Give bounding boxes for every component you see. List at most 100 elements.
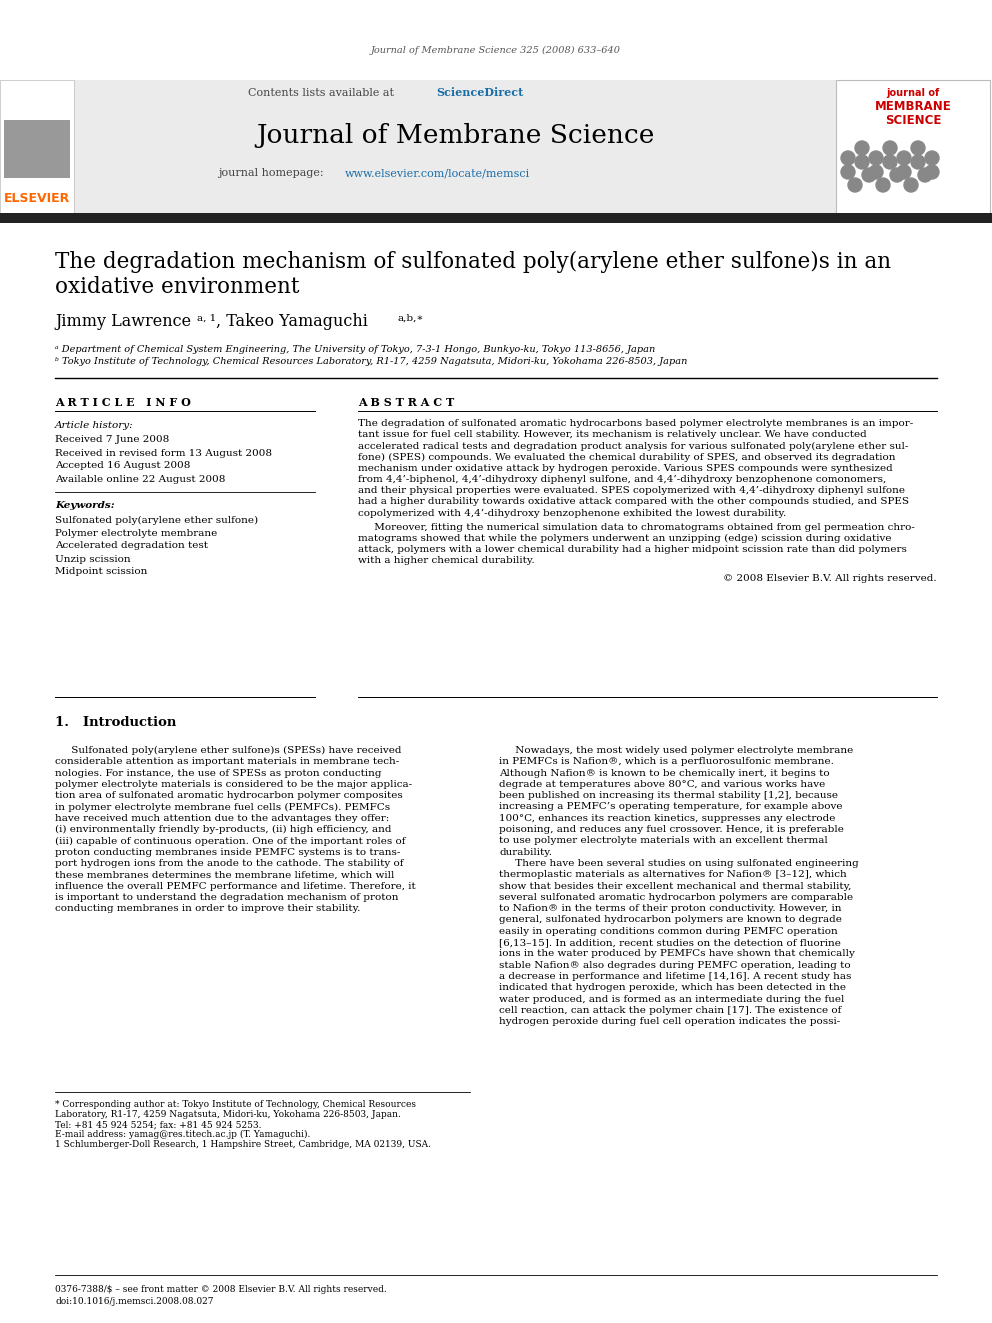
Text: poisoning, and reduces any fuel crossover. Hence, it is preferable: poisoning, and reduces any fuel crossove… — [499, 826, 844, 833]
Text: Received 7 June 2008: Received 7 June 2008 — [55, 435, 170, 445]
Text: A R T I C L E   I N F O: A R T I C L E I N F O — [55, 397, 190, 407]
Text: increasing a PEMFC’s operating temperature, for example above: increasing a PEMFC’s operating temperatu… — [499, 803, 842, 811]
Text: from 4,4’-biphenol, 4,4’-dihydroxy diphenyl sulfone, and 4,4’-dihydroxy benzophe: from 4,4’-biphenol, 4,4’-dihydroxy diphe… — [358, 475, 886, 484]
Circle shape — [897, 165, 911, 179]
Text: www.elsevier.com/locate/memsci: www.elsevier.com/locate/memsci — [345, 168, 531, 179]
FancyBboxPatch shape — [0, 79, 74, 216]
Text: influence the overall PEMFC performance and lifetime. Therefore, it: influence the overall PEMFC performance … — [55, 881, 416, 890]
Text: accelerated radical tests and degradation product analysis for various sulfonate: accelerated radical tests and degradatio… — [358, 442, 909, 451]
Text: (iii) capable of continuous operation. One of the important roles of: (iii) capable of continuous operation. O… — [55, 836, 406, 845]
Text: ELSEVIER: ELSEVIER — [4, 192, 70, 205]
Text: a, 1: a, 1 — [197, 314, 216, 323]
Text: durability.: durability. — [499, 848, 552, 857]
Text: The degradation of sulfonated aromatic hydrocarbons based polymer electrolyte me: The degradation of sulfonated aromatic h… — [358, 419, 914, 429]
Text: indicated that hydrogen peroxide, which has been detected in the: indicated that hydrogen peroxide, which … — [499, 983, 846, 992]
Circle shape — [848, 179, 862, 192]
Circle shape — [869, 151, 883, 165]
Circle shape — [876, 179, 890, 192]
Text: general, sulfonated hydrocarbon polymers are known to degrade: general, sulfonated hydrocarbon polymers… — [499, 916, 842, 925]
Text: stable Nafion® also degrades during PEMFC operation, leading to: stable Nafion® also degrades during PEMF… — [499, 960, 850, 970]
Circle shape — [855, 155, 869, 169]
Text: to use polymer electrolyte materials with an excellent thermal: to use polymer electrolyte materials wit… — [499, 836, 827, 845]
Text: Journal of Membrane Science 325 (2008) 633–640: Journal of Membrane Science 325 (2008) 6… — [371, 45, 621, 54]
Circle shape — [862, 168, 876, 183]
Text: several sulfonated aromatic hydrocarbon polymers are comparable: several sulfonated aromatic hydrocarbon … — [499, 893, 853, 902]
Circle shape — [869, 165, 883, 179]
Circle shape — [890, 168, 904, 183]
Text: Polymer electrolyte membrane: Polymer electrolyte membrane — [55, 528, 217, 537]
Text: attack, polymers with a lower chemical durability had a higher midpoint scission: attack, polymers with a lower chemical d… — [358, 545, 907, 554]
Text: journal of: journal of — [887, 89, 939, 98]
Text: Journal of Membrane Science: Journal of Membrane Science — [256, 123, 654, 147]
Text: in polymer electrolyte membrane fuel cells (PEMFCs). PEMFCs: in polymer electrolyte membrane fuel cel… — [55, 803, 390, 811]
Circle shape — [925, 151, 939, 165]
Text: mechanism under oxidative attack by hydrogen peroxide. Various SPES compounds we: mechanism under oxidative attack by hydr… — [358, 464, 893, 472]
Text: ScienceDirect: ScienceDirect — [436, 87, 523, 98]
Text: considerable attention as important materials in membrane tech-: considerable attention as important mate… — [55, 757, 399, 766]
Text: Unzip scission: Unzip scission — [55, 554, 131, 564]
Circle shape — [911, 142, 925, 155]
Text: 1 Schlumberger-Doll Research, 1 Hampshire Street, Cambridge, MA 02139, USA.: 1 Schlumberger-Doll Research, 1 Hampshir… — [55, 1140, 431, 1148]
Text: cell reaction, can attack the polymer chain [17]. The existence of: cell reaction, can attack the polymer ch… — [499, 1005, 841, 1015]
Text: Nowadays, the most widely used polymer electrolyte membrane: Nowadays, the most widely used polymer e… — [499, 746, 853, 755]
Text: E-mail address: yamag@res.titech.ac.jp (T. Yamaguchi).: E-mail address: yamag@res.titech.ac.jp (… — [55, 1130, 310, 1139]
Circle shape — [855, 142, 869, 155]
Text: tant issue for fuel cell stability. However, its mechanism is relatively unclear: tant issue for fuel cell stability. Howe… — [358, 430, 867, 439]
Text: 1.   Introduction: 1. Introduction — [55, 717, 177, 729]
Circle shape — [883, 142, 897, 155]
Text: easily in operating conditions common during PEMFC operation: easily in operating conditions common du… — [499, 927, 838, 935]
Text: fone) (SPES) compounds. We evaluated the chemical durability of SPES, and observ: fone) (SPES) compounds. We evaluated the… — [358, 452, 896, 462]
Text: doi:10.1016/j.memsci.2008.08.027: doi:10.1016/j.memsci.2008.08.027 — [55, 1297, 213, 1306]
Text: Tel: +81 45 924 5254; fax: +81 45 924 5253.: Tel: +81 45 924 5254; fax: +81 45 924 52… — [55, 1121, 262, 1129]
Text: Keywords:: Keywords: — [55, 500, 115, 509]
Text: nologies. For instance, the use of SPESs as proton conducting: nologies. For instance, the use of SPESs… — [55, 769, 382, 778]
Text: conducting membranes in order to improve their stability.: conducting membranes in order to improve… — [55, 904, 360, 913]
Text: oxidative environment: oxidative environment — [55, 277, 300, 298]
Text: is important to understand the degradation mechanism of proton: is important to understand the degradati… — [55, 893, 399, 902]
Text: in PEMFCs is Nafion®, which is a perfluorosulfonic membrane.: in PEMFCs is Nafion®, which is a perfluo… — [499, 757, 834, 766]
Text: copolymerized with 4,4’-dihydroxy benzophenone exhibited the lowest durability.: copolymerized with 4,4’-dihydroxy benzop… — [358, 508, 787, 517]
Circle shape — [904, 179, 918, 192]
Text: have received much attention due to the advantages they offer:: have received much attention due to the … — [55, 814, 389, 823]
Text: hydrogen peroxide during fuel cell operation indicates the possi-: hydrogen peroxide during fuel cell opera… — [499, 1017, 840, 1027]
Text: port hydrogen ions from the anode to the cathode. The stability of: port hydrogen ions from the anode to the… — [55, 859, 404, 868]
Text: water produced, and is formed as an intermediate during the fuel: water produced, and is formed as an inte… — [499, 995, 844, 1004]
Text: a,b,∗: a,b,∗ — [398, 314, 425, 323]
Text: The degradation mechanism of sulfonated poly(arylene ether sulfone)s in an: The degradation mechanism of sulfonated … — [55, 251, 891, 273]
Text: been published on increasing its thermal stability [1,2], because: been published on increasing its thermal… — [499, 791, 838, 800]
Text: journal homepage:: journal homepage: — [218, 168, 327, 179]
Text: Midpoint scission: Midpoint scission — [55, 568, 148, 577]
FancyBboxPatch shape — [4, 120, 70, 179]
Text: © 2008 Elsevier B.V. All rights reserved.: © 2008 Elsevier B.V. All rights reserved… — [723, 574, 937, 582]
Text: proton conducting membranes inside PEMFC systems is to trans-: proton conducting membranes inside PEMFC… — [55, 848, 401, 857]
Circle shape — [897, 151, 911, 165]
Text: Jimmy Lawrence: Jimmy Lawrence — [55, 312, 191, 329]
Text: matograms showed that while the polymers underwent an unzipping (edge) scission : matograms showed that while the polymers… — [358, 534, 892, 544]
Text: Moreover, fitting the numerical simulation data to chromatograms obtained from g: Moreover, fitting the numerical simulati… — [358, 523, 915, 532]
Circle shape — [841, 165, 855, 179]
Text: [6,13–15]. In addition, recent studies on the detection of fluorine: [6,13–15]. In addition, recent studies o… — [499, 938, 841, 947]
Text: * Corresponding author at: Tokyo Institute of Technology, Chemical Resources: * Corresponding author at: Tokyo Institu… — [55, 1099, 416, 1109]
Circle shape — [883, 155, 897, 169]
Text: with a higher chemical durability.: with a higher chemical durability. — [358, 557, 535, 565]
Text: Article history:: Article history: — [55, 422, 134, 430]
Text: and their physical properties were evaluated. SPES copolymerized with 4,4’-dihyd: and their physical properties were evalu… — [358, 486, 905, 495]
Text: degrade at temperatures above 80°C, and various works have: degrade at temperatures above 80°C, and … — [499, 779, 825, 789]
Text: MEMBRANE: MEMBRANE — [875, 101, 951, 114]
Text: ᵃ Department of Chemical System Engineering, The University of Tokyo, 7-3-1 Hong: ᵃ Department of Chemical System Engineer… — [55, 344, 656, 353]
Text: SCIENCE: SCIENCE — [885, 114, 941, 127]
Circle shape — [911, 155, 925, 169]
Text: show that besides their excellent mechanical and thermal stability,: show that besides their excellent mechan… — [499, 881, 851, 890]
Text: 100°C, enhances its reaction kinetics, suppresses any electrode: 100°C, enhances its reaction kinetics, s… — [499, 814, 835, 823]
FancyBboxPatch shape — [836, 79, 990, 216]
Text: thermoplastic materials as alternatives for Nafion® [3–12], which: thermoplastic materials as alternatives … — [499, 871, 847, 880]
Text: ᵇ Tokyo Institute of Technology, Chemical Resources Laboratory, R1-17, 4259 Naga: ᵇ Tokyo Institute of Technology, Chemica… — [55, 357, 687, 366]
Circle shape — [841, 151, 855, 165]
Text: these membranes determines the membrane lifetime, which will: these membranes determines the membrane … — [55, 871, 395, 880]
Text: Although Nafion® is known to be chemically inert, it begins to: Although Nafion® is known to be chemical… — [499, 769, 829, 778]
Text: 0376-7388/$ – see front matter © 2008 Elsevier B.V. All rights reserved.: 0376-7388/$ – see front matter © 2008 El… — [55, 1285, 387, 1294]
Text: , Takeo Yamaguchi: , Takeo Yamaguchi — [216, 312, 368, 329]
Text: to Nafion® in the terms of their proton conductivity. However, in: to Nafion® in the terms of their proton … — [499, 904, 841, 913]
Text: (i) environmentally friendly by-products, (ii) high efficiency, and: (i) environmentally friendly by-products… — [55, 826, 392, 835]
FancyBboxPatch shape — [74, 79, 836, 216]
